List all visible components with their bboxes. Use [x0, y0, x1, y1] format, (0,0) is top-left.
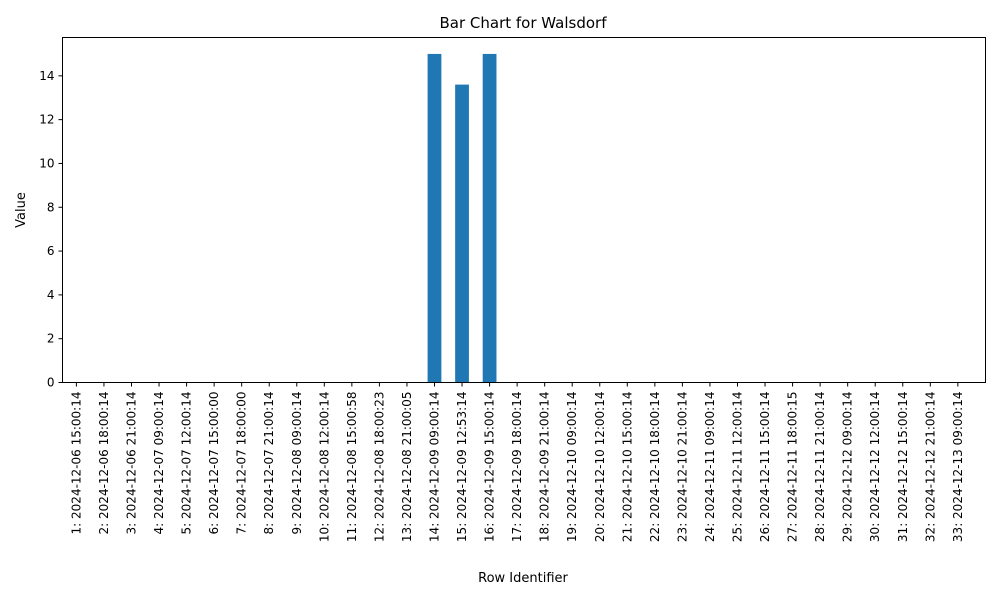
x-tick-label: 26: 2024-12-11 15:00:14 — [758, 392, 772, 543]
x-tick-label: 19: 2024-12-10 09:00:14 — [565, 392, 579, 543]
x-tick-label: 27: 2024-12-11 18:00:15 — [786, 392, 800, 543]
x-tick-label: 12: 2024-12-08 18:00:23 — [372, 392, 386, 543]
x-tick-label: 30: 2024-12-12 12:00:14 — [868, 392, 882, 543]
x-tick-label: 2: 2024-12-06 18:00:14 — [97, 392, 111, 535]
x-tick-label: 16: 2024-12-09 15:00:14 — [483, 392, 497, 543]
x-tick-label: 20: 2024-12-10 12:00:14 — [593, 392, 607, 543]
y-tick-label: 0 — [47, 376, 55, 390]
x-tick-label: 32: 2024-12-12 21:00:14 — [923, 392, 937, 543]
x-tick-label: 33: 2024-12-13 09:00:14 — [951, 392, 965, 543]
x-tick-label: 8: 2024-12-07 21:00:14 — [262, 392, 276, 535]
x-tick-label: 13: 2024-12-08 21:00:05 — [400, 392, 414, 543]
x-tick-label: 14: 2024-12-09 09:00:14 — [427, 392, 441, 543]
x-tick-label: 25: 2024-12-11 12:00:14 — [730, 392, 744, 543]
x-tick-label: 11: 2024-12-08 15:00:58 — [345, 392, 359, 543]
x-tick-label: 31: 2024-12-12 15:00:14 — [896, 392, 910, 543]
y-tick-label: 8 — [47, 200, 55, 214]
x-axis: 1: 2024-12-06 15:00:14 2: 2024-12-06 18:0… — [69, 382, 965, 543]
y-tick-label: 2 — [47, 332, 55, 346]
y-tick-label: 6 — [47, 244, 55, 258]
plot-frame — [62, 37, 986, 383]
y-tick-label: 14 — [39, 69, 54, 83]
bar-14 — [427, 53, 442, 383]
y-tick-label: 12 — [39, 113, 54, 127]
x-tick-label: 3: 2024-12-06 21:00:14 — [124, 392, 138, 535]
x-tick-label: 21: 2024-12-10 15:00:14 — [620, 392, 634, 543]
x-tick-label: 9: 2024-12-08 09:00:14 — [290, 392, 304, 535]
x-tick-label: 22: 2024-12-10 18:00:14 — [648, 392, 662, 543]
x-tick-label: 6: 2024-12-07 15:00:00 — [207, 392, 221, 535]
x-tick-label: 18: 2024-12-09 21:00:14 — [538, 392, 552, 543]
bars-group — [427, 53, 497, 383]
y-axis: 0 2 4 6 8 10 12 14 — [39, 69, 63, 390]
x-tick-label: 4: 2024-12-07 09:00:14 — [152, 392, 166, 535]
x-tick-label: 23: 2024-12-10 21:00:14 — [675, 392, 689, 543]
bar-16 — [482, 53, 497, 383]
x-tick-label: 10: 2024-12-08 12:00:14 — [317, 392, 331, 543]
x-tick-label: 28: 2024-12-11 21:00:14 — [813, 392, 827, 543]
x-tick-label: 17: 2024-12-09 18:00:14 — [510, 392, 524, 543]
x-tick-label: 24: 2024-12-11 09:00:14 — [703, 392, 717, 543]
chart-title: Bar Chart for Walsdorf — [440, 14, 608, 32]
y-tick-label: 4 — [47, 288, 55, 302]
x-tick-label: 5: 2024-12-07 12:00:14 — [180, 392, 194, 535]
x-axis-label: Row Identifier — [478, 571, 568, 586]
x-tick-label: 29: 2024-12-12 09:00:14 — [841, 392, 855, 543]
y-tick-label: 10 — [39, 156, 54, 170]
x-tick-label: 1: 2024-12-06 15:00:14 — [69, 392, 83, 535]
bar-15 — [455, 84, 469, 383]
x-tick-label: 7: 2024-12-07 18:00:00 — [235, 392, 249, 535]
y-axis-label: Value — [14, 192, 29, 228]
x-tick-label: 15: 2024-12-09 12:53:14 — [455, 392, 469, 543]
